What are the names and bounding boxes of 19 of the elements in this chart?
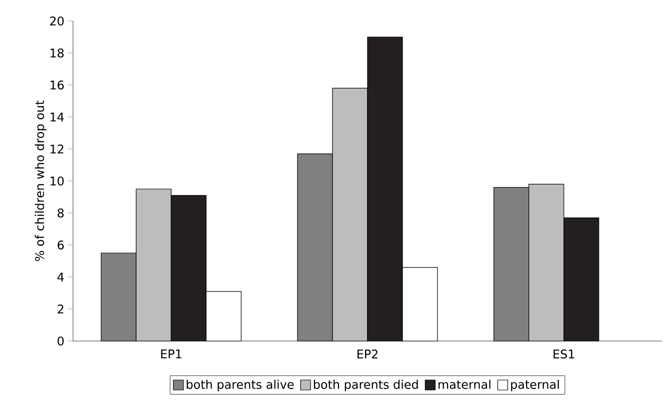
y-tick-label: 0 [58, 336, 64, 346]
y-tick-label: 4 [57, 272, 64, 282]
y-tick-label: 12 [50, 144, 64, 154]
legend-label: maternal [438, 380, 490, 389]
y-tick-label: 6 [58, 240, 64, 250]
y-tick-label: 10 [50, 176, 64, 186]
x-tick-label: EP1 [161, 350, 182, 358]
y-axis-title: % of children who drop out [34, 100, 46, 261]
y-tick-label: 14 [50, 112, 64, 122]
y-tick-label: 20 [50, 16, 64, 26]
x-tick-label: ES1 [554, 350, 574, 359]
legend-label: both parents died [314, 380, 418, 392]
y-tick-label: 18 [50, 48, 64, 58]
y-tick-label: 16 [50, 80, 64, 90]
legend-label: paternal [511, 380, 559, 392]
x-tick-label: EP2 [357, 350, 378, 358]
y-tick-label: 2 [58, 304, 64, 314]
y-tick-label: 8 [58, 208, 64, 218]
legend-label: both parents alive [186, 380, 294, 392]
